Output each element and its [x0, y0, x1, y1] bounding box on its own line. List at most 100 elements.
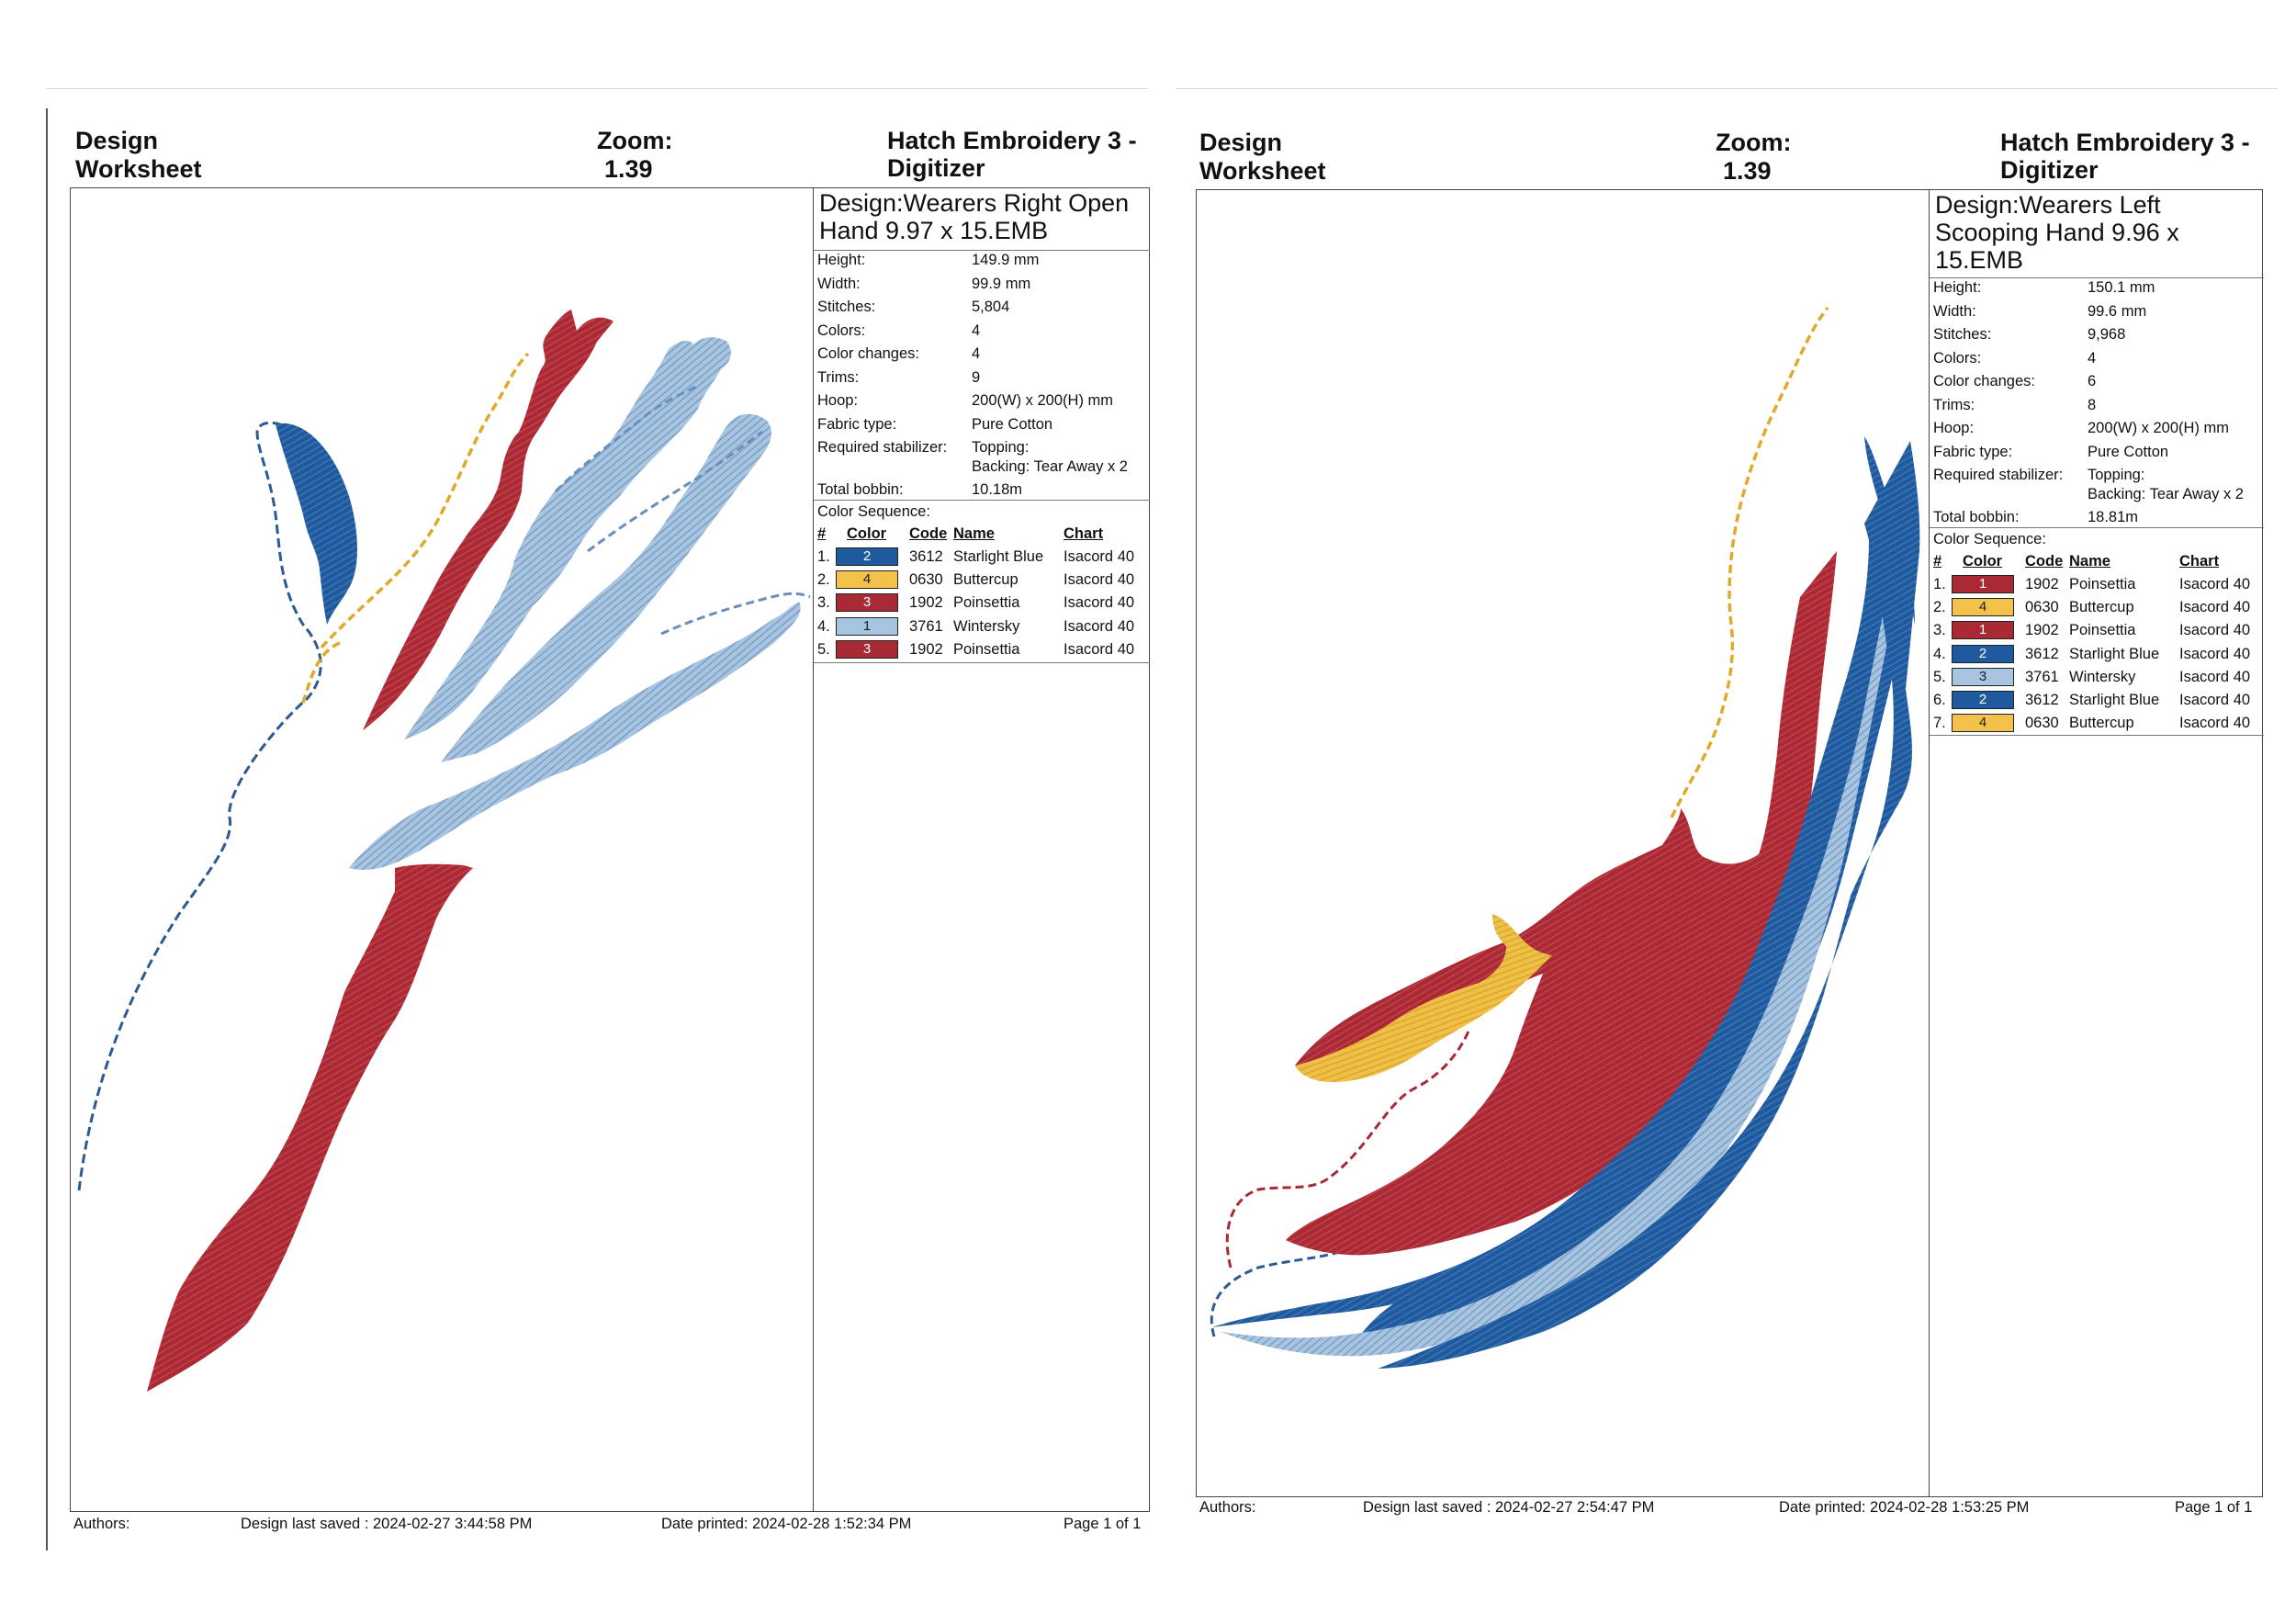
red-outline-stitch — [1225, 1028, 1471, 1269]
hand-outline-stitch — [77, 421, 322, 1191]
worksheet-title: Design Worksheet — [75, 127, 202, 183]
color-swatch: 1 — [836, 616, 898, 636]
stat-label: Hoop: — [1933, 420, 1975, 436]
sequence-number: 6. — [1933, 692, 1946, 708]
thread-chart: Isacord 40 — [1064, 571, 1135, 589]
stat-label: Hoop: — [817, 392, 859, 409]
divider — [1930, 735, 2264, 736]
thread-name: Starlight Blue — [953, 548, 1044, 565]
left-margin-rule — [46, 108, 48, 1551]
color-swatch: 3 — [1952, 667, 2014, 686]
sequence-number: 1. — [1933, 576, 1946, 592]
app-name: Hatch Embroidery 3 - Digitizer — [2000, 129, 2250, 184]
color-swatch: 4 — [1952, 598, 2014, 617]
forearm-tip-blue — [1864, 436, 1915, 625]
stat-value: Pure Cotton — [972, 415, 1053, 433]
thread-chart: Isacord 40 — [1064, 594, 1135, 612]
sequence-number: 3. — [1933, 622, 1946, 639]
column-header-name: Name — [953, 525, 995, 542]
column-header-code: Code — [2025, 553, 2064, 570]
thread-code: 3612 — [2025, 645, 2059, 662]
thread-chart: Isacord 40 — [1064, 640, 1135, 658]
design-file: Wearers Right Open Hand 9.97 x 15.EMB — [819, 189, 1130, 244]
stat-value: Topping: — [972, 439, 1030, 456]
zoom-value: 1.39 — [1723, 157, 1772, 185]
stat-value-second-line: Backing: Tear Away x 2 — [972, 457, 1128, 475]
design-info-panel: Design:Wearers Left Scooping Hand 9.96 x… — [1929, 189, 2264, 1497]
color-swatch: 1 — [1952, 575, 2014, 593]
stat-value: 9,968 — [2088, 326, 2126, 343]
thread-name: Starlight Blue — [2069, 692, 2160, 708]
thread-code: 3761 — [909, 617, 943, 635]
stat-value: 149.9 mm — [972, 252, 1040, 268]
worksheet-title: Design Worksheet — [1199, 129, 1326, 185]
thread-name: Starlight Blue — [2069, 645, 2160, 662]
top-rule-right — [1176, 88, 2278, 89]
thread-chart: Isacord 40 — [2179, 715, 2251, 732]
thread-code: 1902 — [2025, 622, 2059, 639]
thread-code: 3761 — [2025, 668, 2059, 685]
thread-chart: Isacord 40 — [2179, 692, 2251, 708]
stat-label: Trims: — [1933, 396, 1975, 413]
design-info-panel: Design:Wearers Right Open Hand 9.97 x 15… — [813, 187, 1150, 1512]
footer-saved: Design last saved : 2024-02-27 3:44:58 P… — [241, 1516, 533, 1532]
design-name: Design:Wearers Left Scooping Hand 9.96 x… — [1935, 191, 2211, 274]
thread-name: Poinsettia — [2069, 622, 2136, 639]
design-label: Design: — [819, 189, 904, 217]
ring-finger-wintersky — [441, 413, 771, 762]
thread-code: 3612 — [2025, 692, 2059, 708]
thread-code: 0630 — [2025, 599, 2059, 616]
stat-value: 18.81m — [2088, 508, 2139, 525]
gold-connector-stitch — [301, 352, 530, 704]
stat-value: 200(W) x 200(H) mm — [2088, 420, 2230, 436]
stat-label: Total bobbin: — [1933, 508, 2020, 525]
thread-name: Poinsettia — [2069, 576, 2136, 592]
thread-chart: Isacord 40 — [2179, 576, 2251, 592]
divider — [814, 500, 1150, 501]
stat-label: Fabric type: — [817, 415, 897, 433]
column-header-num: # — [1933, 553, 1942, 570]
stat-label: Required stabilizer: — [817, 439, 948, 456]
thread-code: 1902 — [909, 594, 943, 612]
gold-outline-stitch — [1670, 306, 1829, 818]
stat-value-second-line: Backing: Tear Away x 2 — [2088, 485, 2244, 502]
stat-label: Total bobbin: — [817, 480, 904, 498]
thread-chart: Isacord 40 — [2179, 645, 2251, 662]
stat-label: Trims: — [817, 368, 860, 386]
pinky-palm-wintersky — [349, 602, 801, 870]
footer-page: Page 1 of 1 — [2175, 1499, 2253, 1516]
sequence-number: 3. — [817, 594, 830, 612]
finger-outline-stitch — [554, 384, 811, 636]
stat-value: 99.9 mm — [972, 275, 1031, 292]
column-header-color: Color — [847, 525, 887, 542]
footer-printed: Date printed: 2024-02-28 1:52:34 PM — [661, 1516, 912, 1532]
column-header-chart: Chart — [1064, 525, 1104, 542]
divider — [814, 662, 1150, 663]
stat-value: 8 — [2088, 396, 2097, 413]
thumb-gold-fill — [1295, 914, 1552, 1082]
color-sequence-label: Color Sequence: — [1933, 531, 2046, 547]
stat-label: Color changes: — [1933, 373, 2035, 389]
color-swatch: 2 — [1952, 644, 2014, 663]
stat-value: 9 — [972, 368, 981, 386]
sequence-number: 2. — [1933, 599, 1946, 616]
stat-label: Colors: — [817, 321, 866, 339]
middle-finger-wintersky — [404, 337, 731, 739]
stat-label: Height: — [1933, 279, 1982, 296]
thread-name: Wintersky — [953, 617, 1020, 635]
sequence-number: 4. — [1933, 645, 1946, 662]
color-swatch: 3 — [836, 639, 898, 659]
stat-value: 4 — [2088, 349, 2097, 367]
design-name: Design:Wearers Right Open Hand 9.97 x 15… — [819, 189, 1146, 244]
thread-code: 0630 — [2025, 715, 2059, 732]
color-swatch: 2 — [1952, 691, 2014, 709]
zoom-label-text: Zoom: — [597, 127, 673, 154]
index-finger-red — [363, 310, 613, 730]
design-label: Design: — [1935, 191, 2020, 219]
stat-value: 10.18m — [972, 480, 1023, 498]
column-header-num: # — [817, 525, 827, 542]
color-swatch: 4 — [836, 570, 898, 590]
color-swatch: 4 — [1952, 714, 2014, 733]
